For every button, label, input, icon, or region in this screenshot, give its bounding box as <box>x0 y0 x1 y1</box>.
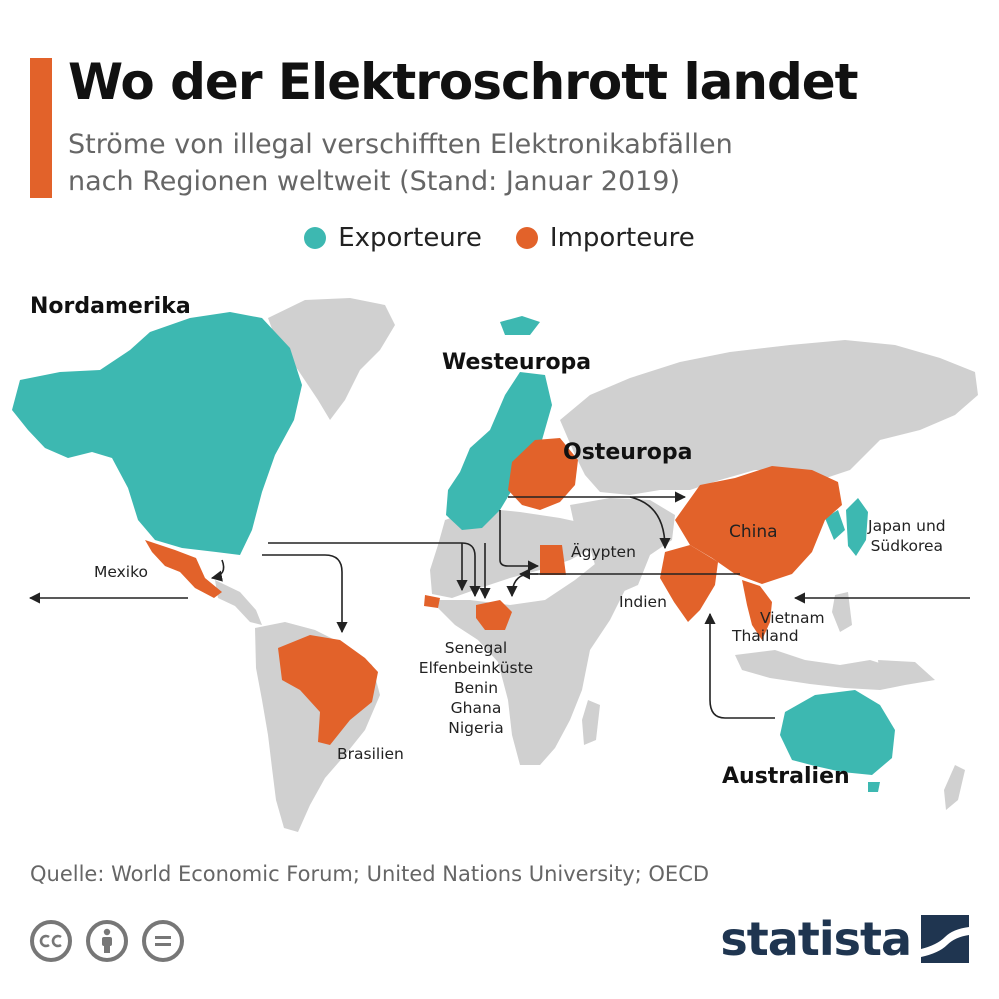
legend-item-exporters: Exporteure <box>304 223 482 253</box>
label-thailand: Thailand <box>732 627 799 645</box>
label-nigeria: Nigeria <box>448 719 504 737</box>
flow-arrows <box>28 491 970 719</box>
legend-dot-exporters <box>304 227 327 249</box>
page-title: Wo der Elektroschrott landet <box>68 53 859 111</box>
india-shape <box>660 545 718 622</box>
russia-central-asia <box>560 340 978 495</box>
eastern-europe-shape <box>508 438 578 510</box>
by-icon <box>86 920 128 962</box>
legend-label-importers: Importeure <box>549 223 695 253</box>
north-america-shape <box>12 312 302 555</box>
label-australien: Australien <box>722 764 850 789</box>
tasmania-shape <box>868 782 880 792</box>
statista-mark-icon <box>921 915 969 963</box>
label-nordamerika: Nordamerika <box>30 294 191 319</box>
exporter-regions <box>12 312 895 792</box>
importer-regions <box>145 438 842 745</box>
mexico-shape <box>145 540 222 598</box>
world-map-svg <box>12 298 978 832</box>
middle-east <box>570 498 675 595</box>
japan-korea-shape <box>825 498 868 556</box>
new-guinea <box>878 660 935 685</box>
china-shape <box>675 466 842 584</box>
west-africa-shape <box>424 595 512 630</box>
label-mexiko: Mexiko <box>94 563 149 581</box>
philippines <box>832 592 852 632</box>
label-senegal: Senegal <box>444 639 508 657</box>
cc-icon <box>30 920 72 962</box>
arrow-europe-to-egypt <box>499 510 540 572</box>
central-america <box>215 580 262 625</box>
arrow-europe-to-nigeria <box>506 573 538 598</box>
page-subtitle: Ströme von illegal verschifften Elektron… <box>68 126 948 200</box>
title-accent-bar <box>30 58 52 198</box>
madagascar <box>582 700 600 745</box>
label-china: China <box>729 522 778 542</box>
label-osteuropa: Osteuropa <box>563 440 693 465</box>
brazil-shape <box>278 635 378 745</box>
iceland-shape <box>500 316 540 335</box>
brand-name: statista <box>720 912 912 966</box>
statista-logo: statista <box>720 912 969 966</box>
legend-dot-importers <box>515 227 538 249</box>
legend-label-exporters: Exporteure <box>338 223 482 253</box>
label-westeuropa: Westeuropa <box>442 350 592 375</box>
label-ghana: Ghana <box>450 699 502 717</box>
legend-item-importers: Importeure <box>515 223 695 253</box>
subtitle-line-1: Ströme von illegal verschifften Elektron… <box>68 129 733 160</box>
arrow-us-to-mexico <box>210 559 225 582</box>
label-west-africa: Senegal Elfenbeinküste Benin Ghana Niger… <box>406 638 546 738</box>
label-japan-line: Japan und <box>868 517 946 535</box>
egypt-shape <box>540 545 566 575</box>
label-benin: Benin <box>453 679 499 697</box>
western-europe-shape <box>446 372 552 530</box>
arrow-europe-to-india <box>629 496 671 550</box>
label-aegypten: Ägypten <box>571 543 636 561</box>
world-map <box>0 270 999 850</box>
australia-shape <box>780 690 895 775</box>
label-indien: Indien <box>619 593 667 611</box>
subtitle-line-2: nach Regionen weltweit (Stand: Januar 20… <box>68 166 681 197</box>
label-japan-suedkorea: Japan und Südkorea <box>868 516 946 556</box>
legend: Exporteure Importeure <box>0 223 999 253</box>
license-icons <box>30 920 184 962</box>
greenland <box>268 298 395 420</box>
arrow-na-to-brazil <box>262 554 348 634</box>
label-vietnam: Vietnam <box>760 609 825 627</box>
north-africa <box>430 508 598 598</box>
label-elfenbeinkueste: Elfenbeinküste <box>418 659 534 677</box>
southeast-asia-shape <box>742 580 772 640</box>
label-korea-line: Südkorea <box>870 537 944 555</box>
arrow-australia-to-sea <box>704 612 775 719</box>
nd-icon <box>142 920 184 962</box>
source-note: Quelle: World Economic Forum; United Nat… <box>30 862 710 886</box>
new-zealand <box>944 765 965 810</box>
indonesia <box>735 650 905 690</box>
label-brasilien: Brasilien <box>337 745 404 763</box>
